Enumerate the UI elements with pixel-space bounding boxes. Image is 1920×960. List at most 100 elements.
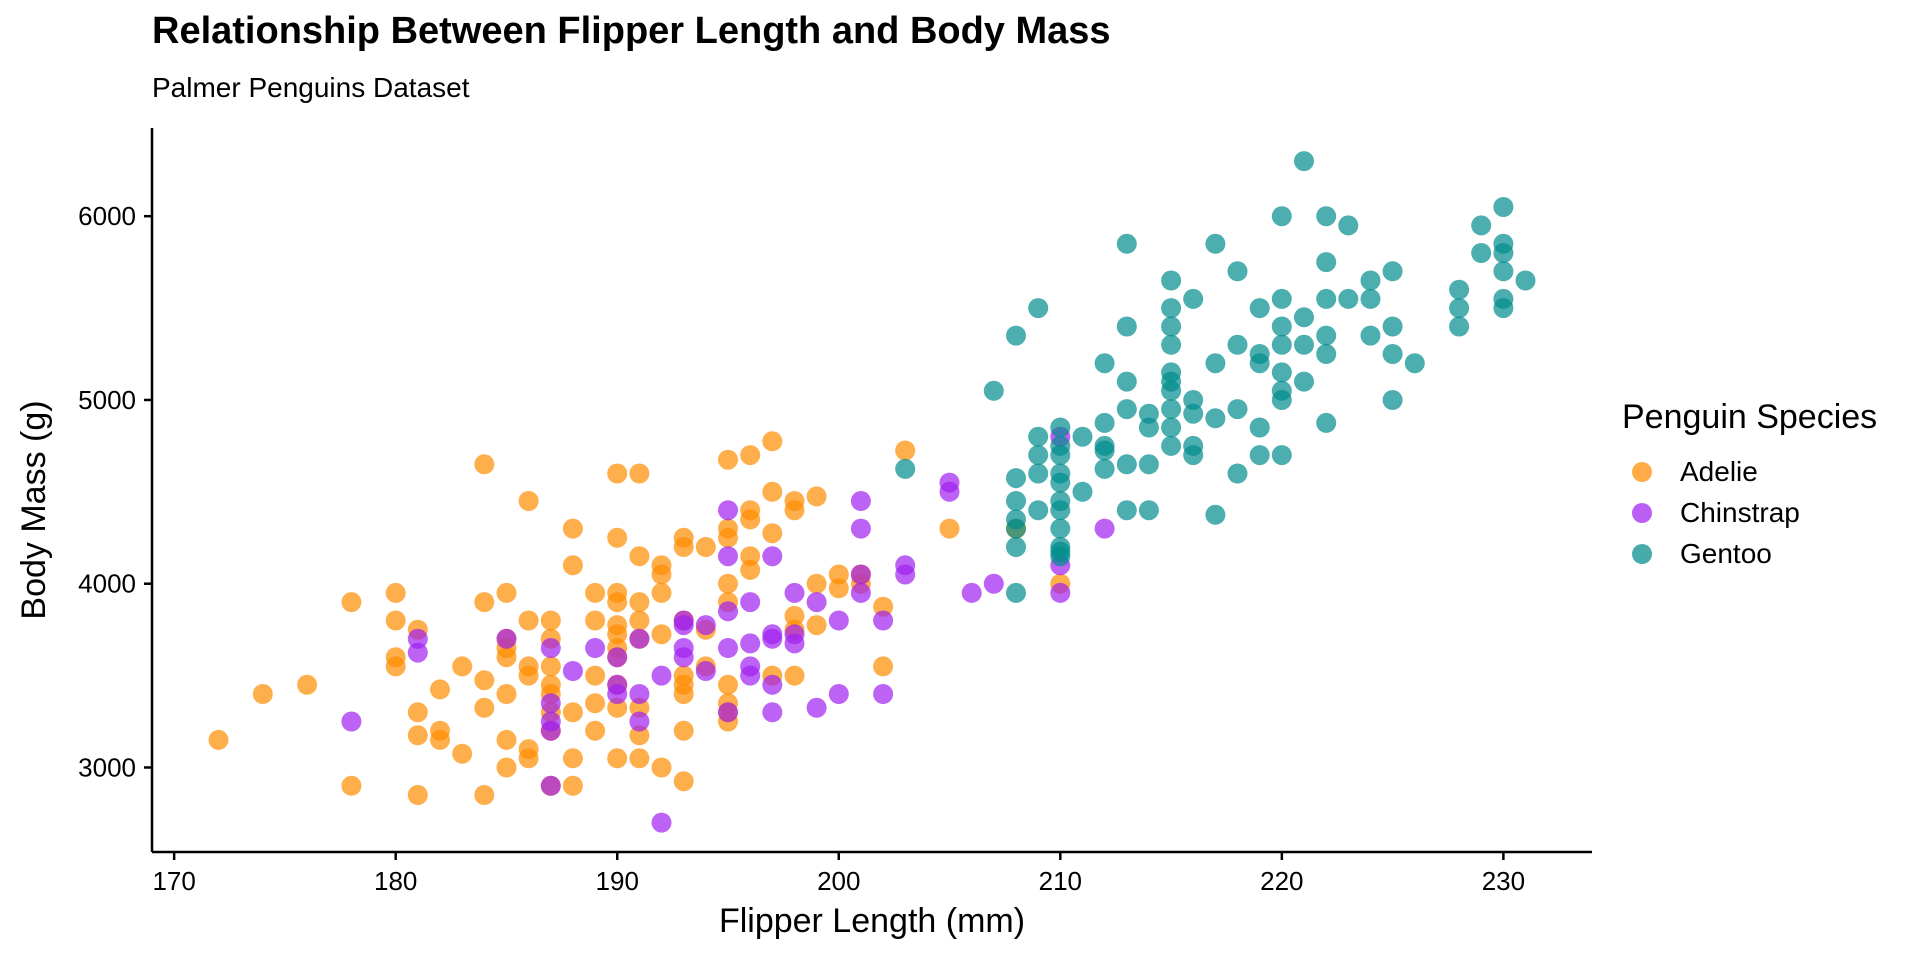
point-gentoo-58 (1205, 353, 1226, 374)
point-adelie-66 (629, 546, 650, 567)
point-gentoo-91 (1360, 288, 1381, 309)
point-gentoo-70 (1271, 206, 1292, 227)
point-chinstrap-30 (740, 592, 761, 613)
point-adelie-85 (673, 771, 694, 792)
point-gentoo-79 (1294, 307, 1314, 328)
point-chinstrap-16 (629, 711, 650, 732)
point-adelie-27 (496, 684, 517, 704)
point-gentoo-86 (1316, 344, 1337, 364)
legend-item-adelie: Adelie (1622, 451, 1877, 492)
point-adelie-122 (939, 518, 960, 539)
point-gentoo-4 (1006, 491, 1026, 511)
point-gentoo-11 (1028, 445, 1049, 466)
point-gentoo-106 (1493, 261, 1514, 282)
chart-subtitle: Palmer Penguins Dataset (152, 72, 470, 103)
point-adelie-105 (762, 523, 783, 544)
point-chinstrap-15 (629, 684, 650, 704)
point-chinstrap-23 (695, 615, 716, 636)
point-gentoo-0 (895, 458, 916, 479)
point-gentoo-18 (1050, 472, 1071, 493)
point-chinstrap-20 (673, 615, 694, 636)
point-adelie-26 (496, 647, 517, 668)
point-gentoo-3 (1006, 468, 1026, 489)
chart-title: Relationship Between Flipper Length and … (152, 10, 1111, 52)
point-adelie-17 (452, 656, 473, 677)
legend: Penguin Species Adelie Chinstrap Gentoo (1622, 398, 1877, 574)
point-chinstrap-34 (762, 546, 783, 567)
points-layer (208, 151, 1536, 833)
point-gentoo-73 (1271, 334, 1292, 355)
point-adelie-0 (208, 729, 229, 750)
point-gentoo-101 (1471, 215, 1492, 236)
point-chinstrap-0 (341, 711, 362, 732)
point-adelie-21 (474, 697, 495, 718)
point-adelie-79 (673, 537, 694, 557)
point-adelie-71 (629, 725, 650, 746)
point-adelie-92 (718, 573, 738, 594)
point-adelie-22 (474, 785, 495, 805)
point-chinstrap-42 (806, 592, 827, 613)
point-adelie-29 (496, 757, 517, 778)
legend-swatch-gentoo (1632, 543, 1652, 564)
point-gentoo-45 (1161, 334, 1182, 355)
point-gentoo-90 (1360, 270, 1381, 291)
point-gentoo-32 (1116, 233, 1137, 254)
point-chinstrap-45 (828, 684, 849, 704)
point-adelie-44 (562, 518, 583, 539)
point-adelie-68 (629, 610, 650, 631)
point-chinstrap-44 (828, 610, 849, 631)
point-chinstrap-31 (740, 633, 761, 654)
point-gentoo-24 (1050, 546, 1071, 567)
point-adelie-2 (297, 674, 318, 695)
point-adelie-28 (496, 729, 517, 750)
point-chinstrap-8 (540, 775, 561, 796)
point-adelie-114 (806, 615, 827, 636)
point-gentoo-65 (1249, 298, 1270, 319)
point-gentoo-85 (1316, 325, 1337, 346)
legend-label-chinstrap: Chinstrap (1680, 496, 1800, 528)
point-gentoo-43 (1161, 298, 1182, 319)
point-gentoo-35 (1116, 399, 1137, 420)
point-gentoo-36 (1116, 454, 1137, 475)
point-gentoo-44 (1161, 316, 1182, 337)
point-gentoo-10 (1028, 426, 1049, 447)
point-gentoo-25 (1072, 426, 1093, 447)
point-gentoo-68 (1249, 417, 1270, 438)
point-gentoo-28 (1094, 412, 1115, 433)
point-adelie-48 (562, 775, 583, 796)
legend-title: Penguin Species (1622, 398, 1878, 436)
point-chinstrap-25 (718, 500, 738, 521)
x-tick-label-190: 190 (596, 866, 639, 896)
point-adelie-53 (585, 720, 606, 741)
point-gentoo-72 (1271, 316, 1292, 337)
y-tick-label-3000: 3000 (78, 752, 136, 782)
point-adelie-30 (518, 491, 539, 511)
point-gentoo-82 (1316, 206, 1337, 227)
point-adelie-116 (828, 578, 849, 599)
point-chinstrap-43 (806, 697, 827, 718)
point-gentoo-8 (1006, 582, 1026, 603)
point-chinstrap-27 (718, 601, 738, 622)
point-adelie-55 (607, 527, 628, 548)
point-adelie-31 (518, 610, 539, 631)
point-adelie-20 (474, 670, 495, 691)
point-gentoo-52 (1183, 288, 1204, 309)
point-gentoo-94 (1382, 316, 1403, 337)
point-chinstrap-56 (961, 582, 982, 603)
x-tick-label-170: 170 (152, 866, 195, 896)
point-chinstrap-49 (850, 582, 871, 603)
point-gentoo-2 (1006, 325, 1026, 346)
legend-swatch-chinstrap (1632, 502, 1652, 523)
point-chinstrap-38 (762, 702, 783, 723)
point-gentoo-98 (1449, 279, 1470, 300)
point-gentoo-6 (1006, 518, 1026, 539)
point-adelie-18 (474, 454, 495, 475)
point-adelie-63 (607, 697, 628, 718)
point-gentoo-16 (1050, 445, 1071, 466)
point-adelie-104 (762, 481, 783, 502)
point-gentoo-13 (1028, 500, 1049, 521)
x-tick-label-180: 180 (374, 866, 417, 896)
point-gentoo-74 (1271, 362, 1292, 383)
point-adelie-33 (518, 665, 539, 686)
y-tick-label-4000: 4000 (78, 569, 136, 599)
